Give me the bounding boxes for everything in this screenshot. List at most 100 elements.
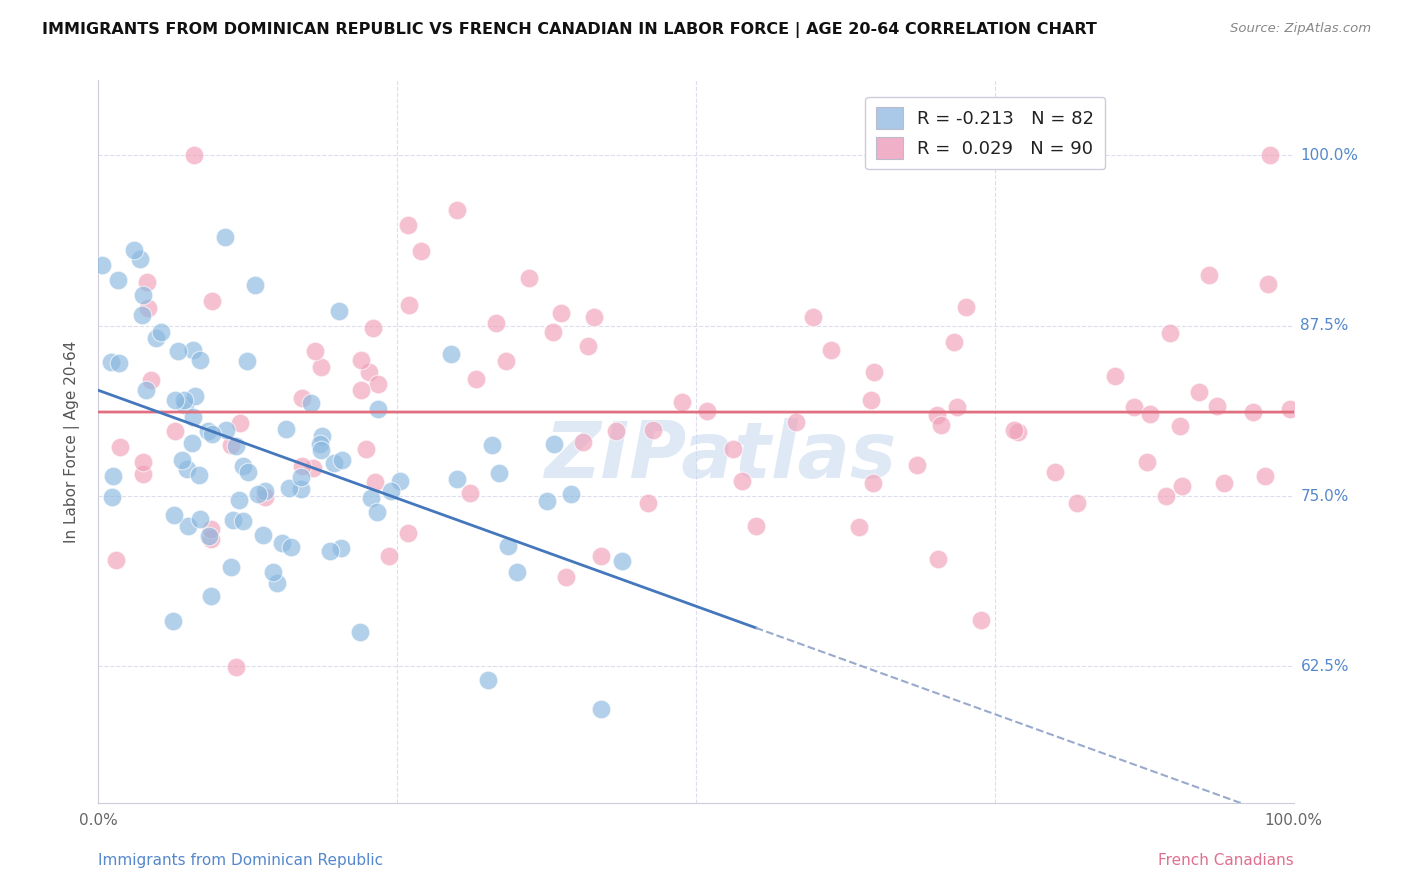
Point — [927, 552, 949, 566]
Point — [181, 410, 204, 425]
Point — [262, 566, 284, 580]
Point — [536, 494, 558, 508]
Point — [1213, 475, 1236, 490]
Point — [271, 536, 294, 550]
Point — [254, 484, 277, 499]
Point — [955, 300, 977, 314]
Point — [176, 462, 198, 476]
Point — [219, 438, 242, 452]
Point — [277, 481, 299, 495]
Point — [135, 383, 157, 397]
Point — [377, 549, 399, 563]
Text: 87.5%: 87.5% — [1301, 318, 1348, 334]
Point — [1170, 418, 1192, 433]
Point — [266, 576, 288, 591]
Point — [252, 528, 274, 542]
Point — [505, 565, 527, 579]
Text: Immigrants from Dominican Republic: Immigrants from Dominican Republic — [98, 854, 384, 869]
Point — [1139, 407, 1161, 421]
Point — [641, 423, 664, 437]
Point — [107, 355, 129, 369]
Point — [591, 549, 613, 564]
Point — [359, 365, 381, 379]
Point — [236, 465, 259, 479]
Point — [253, 491, 276, 505]
Y-axis label: In Labor Force | Age 20-64: In Labor Force | Age 20-64 — [65, 341, 80, 542]
Point — [946, 401, 969, 415]
Point — [105, 552, 128, 566]
Point — [862, 475, 884, 490]
Point — [481, 438, 503, 452]
Point — [323, 456, 346, 470]
Point — [465, 372, 488, 386]
Point — [131, 308, 153, 322]
Point — [360, 491, 382, 505]
Point — [328, 304, 350, 318]
Point — [181, 435, 204, 450]
Point — [745, 519, 768, 533]
Point — [785, 415, 807, 429]
Point — [1278, 401, 1301, 416]
Point — [173, 392, 195, 407]
Point — [172, 453, 194, 467]
Point — [176, 519, 198, 533]
Point — [388, 474, 411, 488]
Point — [396, 218, 419, 232]
Point — [329, 541, 352, 555]
Text: 75.0%: 75.0% — [1301, 489, 1348, 504]
Point — [291, 458, 314, 473]
Point — [554, 569, 576, 583]
Point — [367, 376, 389, 391]
Point — [350, 352, 373, 367]
Point — [1007, 425, 1029, 440]
Point — [91, 258, 114, 272]
Point — [1258, 148, 1281, 162]
Point — [366, 505, 388, 519]
Point — [848, 520, 870, 534]
Point — [1136, 455, 1159, 469]
Point — [304, 344, 326, 359]
Point — [367, 402, 389, 417]
Point — [925, 408, 948, 422]
Point — [200, 533, 222, 547]
Point — [181, 343, 204, 358]
Point — [361, 321, 384, 335]
Point — [139, 373, 162, 387]
Point — [495, 354, 517, 368]
Point — [290, 482, 312, 496]
Point — [496, 539, 519, 553]
Point — [1154, 489, 1177, 503]
Point — [605, 424, 627, 438]
Point — [354, 442, 377, 456]
Point — [228, 492, 250, 507]
Text: French Canadians: French Canadians — [1157, 854, 1294, 869]
Text: IMMIGRANTS FROM DOMINICAN REPUBLIC VS FRENCH CANADIAN IN LABOR FORCE | AGE 20-64: IMMIGRANTS FROM DOMINICAN REPUBLIC VS FR… — [42, 22, 1097, 38]
Point — [1198, 268, 1220, 282]
Point — [174, 398, 197, 412]
Point — [1257, 277, 1279, 291]
Point — [122, 243, 145, 257]
Point — [243, 277, 266, 292]
Point — [100, 355, 122, 369]
Point — [135, 275, 157, 289]
Point — [188, 352, 211, 367]
Point — [671, 394, 693, 409]
Point — [637, 496, 659, 510]
Point — [801, 310, 824, 325]
Point — [411, 244, 433, 258]
Point — [301, 460, 323, 475]
Point — [582, 310, 605, 324]
Point — [820, 343, 842, 358]
Point — [446, 202, 468, 217]
Point — [274, 422, 297, 436]
Point — [350, 383, 373, 397]
Point — [228, 416, 250, 430]
Point — [1043, 465, 1066, 479]
Point — [1206, 400, 1229, 414]
Point — [246, 487, 269, 501]
Point — [149, 326, 172, 340]
Point — [572, 435, 595, 450]
Point — [398, 298, 420, 312]
Point — [440, 347, 463, 361]
Point — [1066, 496, 1088, 510]
